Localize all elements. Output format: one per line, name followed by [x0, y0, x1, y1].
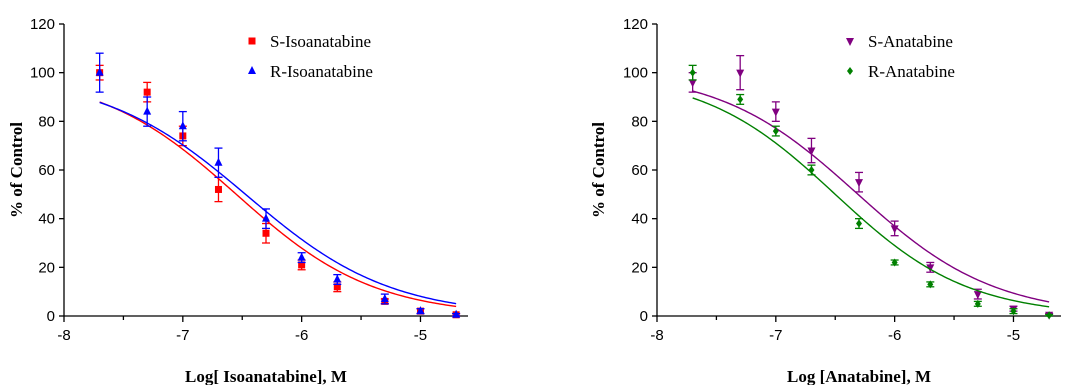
x-axis-title: Log[ Isoanatabine], M — [185, 367, 347, 385]
data-point — [1010, 307, 1017, 316]
fit-curve — [99, 101, 457, 308]
x-axis-title: Log [Anatabine], M — [787, 367, 931, 385]
x-tick-label: -5 — [1007, 327, 1020, 344]
y-tick-label: 120 — [30, 16, 55, 33]
data-point — [927, 280, 934, 289]
legend-marker — [846, 38, 854, 46]
left-chart-panel: 0 20 40 60 80 100 120 -8 -7 -6 -5 Log[ Isoanatabine… — [7, 16, 468, 385]
data-point — [736, 69, 745, 78]
right-chart-panel: 0 20 40 60 80 100 120 -8 -7 -6 -5 Log [Anatabine], … — [589, 16, 1061, 385]
series-R-Isoanatabine — [95, 52, 461, 318]
series-S-Isoanatabine — [95, 64, 461, 319]
data-point — [416, 306, 425, 315]
data-point — [1046, 311, 1053, 320]
data-point — [807, 147, 816, 156]
legend-label: R-Isoanatabine — [270, 62, 373, 81]
data-point — [891, 258, 898, 267]
data-point — [297, 252, 306, 261]
y-tick-label: 80 — [631, 113, 648, 130]
legend-marker — [248, 66, 256, 74]
data-point — [333, 274, 342, 283]
y-tick-label: 20 — [38, 259, 55, 276]
data-point — [856, 219, 862, 228]
data-point — [926, 264, 935, 273]
legend-label: R-Anatabine — [868, 62, 955, 81]
data-point — [380, 293, 389, 302]
data-point — [95, 67, 104, 76]
data-point — [890, 225, 899, 234]
y-tick-label: 120 — [623, 16, 648, 33]
data-point — [298, 261, 306, 269]
data-point — [808, 166, 815, 174]
data-point — [452, 309, 461, 318]
x-tick-label: -8 — [650, 327, 663, 344]
fit-curve — [692, 97, 1050, 308]
y-tick-label: 100 — [30, 65, 55, 82]
y-tick-label: 0 — [47, 308, 55, 325]
x-tick-label: -8 — [57, 327, 70, 344]
fit-curve — [99, 101, 457, 305]
y-axis-title: % of Control — [7, 122, 26, 218]
data-point — [974, 299, 981, 308]
data-point — [689, 68, 696, 77]
data-point — [214, 157, 223, 166]
data-point — [771, 108, 780, 117]
legend-marker — [248, 37, 256, 45]
data-point — [143, 88, 151, 96]
series-S-Anatabine — [688, 54, 1054, 320]
y-tick-label: 60 — [38, 162, 55, 179]
legend-label: S-Anatabine — [868, 32, 953, 51]
data-point — [973, 291, 982, 300]
data-point — [333, 283, 341, 291]
data-point — [143, 106, 152, 115]
y-tick-label: 100 — [623, 65, 648, 82]
x-tick-label: -6 — [888, 327, 901, 344]
y-tick-label: 40 — [38, 211, 55, 228]
x-tick-label: -5 — [414, 327, 427, 344]
data-point — [262, 229, 270, 237]
y-tick-label: 40 — [631, 211, 648, 228]
data-point — [214, 185, 222, 193]
x-tick-label: -7 — [769, 327, 782, 344]
legend-marker — [847, 67, 853, 75]
x-tick-label: -7 — [176, 327, 189, 344]
y-axis-title: % of Control — [589, 122, 608, 218]
y-tick-label: 20 — [631, 259, 648, 276]
data-point — [178, 121, 187, 130]
y-tick-label: 80 — [38, 113, 55, 130]
y-tick-label: 60 — [631, 162, 648, 179]
x-tick-label: -6 — [295, 327, 308, 344]
fit-curve — [692, 90, 1050, 303]
data-point — [737, 95, 744, 104]
data-point — [688, 79, 697, 88]
data-point — [772, 127, 779, 136]
series-R-Anatabine — [688, 64, 1054, 320]
data-point — [855, 179, 863, 188]
y-tick-label: 0 — [640, 308, 648, 325]
legend-label: S-Isoanatabine — [270, 32, 371, 51]
data-point — [262, 213, 270, 222]
